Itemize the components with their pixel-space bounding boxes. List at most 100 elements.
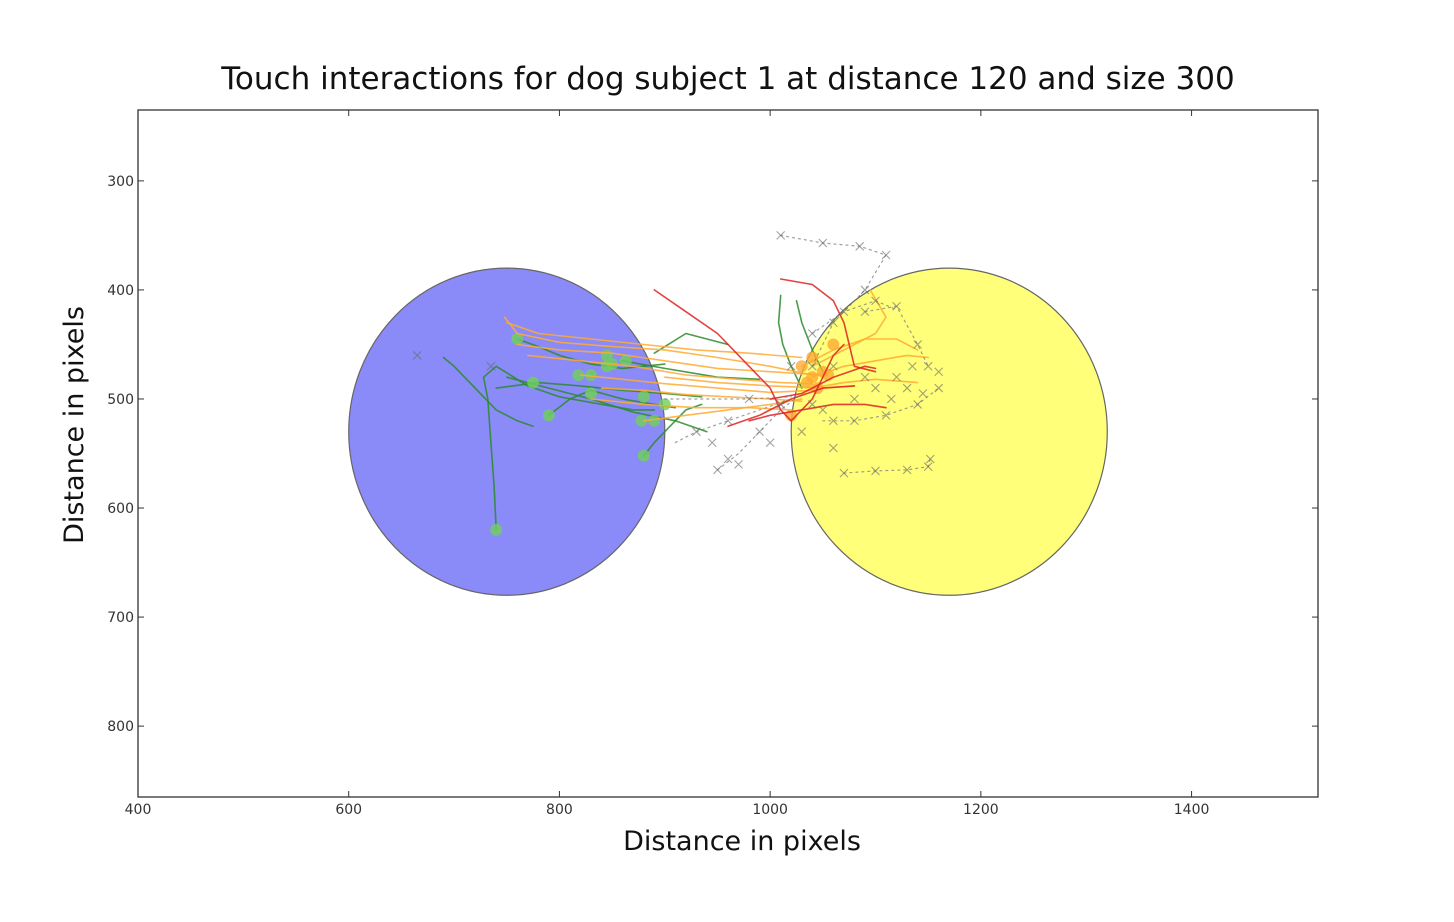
plot-frame: [137, 109, 1319, 798]
green-trace-2: [442, 356, 534, 427]
y-tick-label-3: 500: [107, 392, 134, 408]
chart-title: Touch interactions for dog subject 1 at …: [220, 61, 1234, 97]
red-trace-1: [653, 289, 792, 422]
gray-x-marker-35: [765, 438, 775, 447]
gray-x-marker-20: [850, 416, 859, 426]
gray-x-marker-22: [913, 400, 923, 409]
x-tick-label-4: 1000: [752, 802, 788, 818]
green-point-9: [637, 390, 650, 403]
gray-x-marker-36: [818, 405, 828, 415]
gray-x-marker-16: [871, 466, 880, 476]
gray-x-marker-1: [776, 231, 786, 240]
x-tick-label-1: 400: [125, 802, 152, 818]
green-point-2: [542, 409, 555, 422]
x-tick-label-5: 1200: [963, 802, 999, 818]
green-point-11: [635, 414, 648, 427]
gray-x-marker-3: [855, 241, 865, 251]
gray-x-trace-7: [864, 305, 929, 367]
gray-x-marker-44: [860, 372, 870, 382]
axis-ticks: 400 600 800 1000 1200 1400 300 400 500 600 700 800: [107, 110, 1318, 818]
red-trace-4: [748, 403, 887, 422]
gray-x-trace-3: [716, 392, 803, 471]
orange-trace-3: [527, 354, 814, 385]
gray-x-marker-38: [918, 389, 928, 398]
orange-trace-6: [590, 398, 792, 411]
gray-x-marker-25: [892, 301, 901, 311]
gray-x-marker-7: [807, 361, 817, 371]
green-point-3: [511, 333, 524, 345]
gray-x-marker-13: [755, 427, 764, 437]
x-tick-label-6: 1400: [1174, 802, 1210, 818]
x-tick-label-3: 800: [546, 802, 573, 818]
gray-x-marker-27: [923, 361, 933, 371]
green-point-12: [637, 449, 650, 462]
gray-x-marker-41: [776, 400, 786, 409]
orange-point-9: [806, 351, 819, 364]
green-point-15: [585, 387, 598, 400]
gray-x-marker-11: [713, 465, 722, 475]
gray-x-marker-10: [723, 416, 733, 426]
gray-x-marker-30: [850, 394, 859, 404]
orange-point-4: [827, 338, 840, 351]
gray-x-marker-33: [828, 443, 838, 453]
y-tick-label-5: 700: [107, 610, 134, 626]
gray-x-marker-29: [871, 296, 880, 306]
gray-x-marker-28: [839, 307, 849, 317]
gray-x-marker-46: [907, 361, 917, 371]
green-point-10: [648, 414, 661, 427]
y-tick-label-4: 600: [107, 501, 134, 517]
gray-x-marker-40: [744, 394, 754, 404]
gray-x-marker-17: [902, 465, 912, 475]
gray-x-marker-2: [818, 238, 828, 248]
gray-x-trace-2: [674, 398, 792, 444]
target-circle-2: [790, 267, 1108, 596]
y-tick-label-6: 800: [107, 719, 134, 735]
x-tick-label-2: 600: [335, 802, 362, 818]
y-tick-label-1: 300: [107, 174, 134, 190]
gray-x-marker-34: [797, 427, 807, 437]
gray-x-marker-24: [860, 307, 870, 317]
gray-x-marker-39: [934, 367, 944, 377]
gray-x-marker-50: [807, 400, 817, 409]
orange-point-7: [801, 376, 814, 389]
gray-x-marker-21: [881, 410, 891, 420]
gray-x-marker-15: [839, 468, 849, 478]
gray-x-marker-48: [412, 350, 422, 360]
orange-point-1: [795, 360, 808, 373]
gray-x-marker-32: [892, 372, 901, 382]
y-axis-label: Distance in pixels: [59, 306, 90, 544]
green-point-5: [585, 368, 598, 381]
gray-x-marker-49: [486, 361, 496, 371]
gray-x-marker-26: [913, 340, 923, 349]
gray-x-marker-14: [723, 454, 733, 464]
gray-x-marker-8: [692, 427, 701, 437]
gray-x-marker-4: [881, 250, 891, 260]
gray-x-marker-31: [871, 383, 880, 393]
gray-x-marker-42: [807, 329, 817, 338]
green-trace-10: [506, 376, 708, 433]
gray-x-marker-47: [786, 361, 796, 371]
gray-x-marker-43: [828, 361, 838, 371]
gray-x-marker-12: [734, 460, 743, 469]
x-axis-label: Distance in pixels: [623, 826, 861, 857]
orange-trace-12: [801, 338, 919, 368]
orange-trace-2: [516, 343, 824, 376]
gray-x-marker-5: [860, 285, 870, 295]
gray-x-trace-8: [811, 300, 898, 335]
orange-trace-7: [642, 398, 803, 422]
gray-x-marker-9: [707, 438, 717, 447]
green-point-8: [619, 354, 632, 367]
green-point-4: [572, 368, 585, 381]
target-circle-1: [348, 267, 666, 596]
green-point-14: [527, 376, 540, 389]
orange-trace-4: [579, 374, 814, 394]
red-trace-6: [727, 385, 856, 427]
green-trace-11: [621, 360, 761, 381]
green-point-16: [600, 360, 613, 373]
gray-x-marker-19: [925, 454, 935, 464]
red-trace-2: [779, 278, 877, 373]
orange-trace-11: [811, 378, 919, 389]
green-point-1: [490, 523, 503, 536]
gray-x-marker-18: [923, 462, 933, 471]
